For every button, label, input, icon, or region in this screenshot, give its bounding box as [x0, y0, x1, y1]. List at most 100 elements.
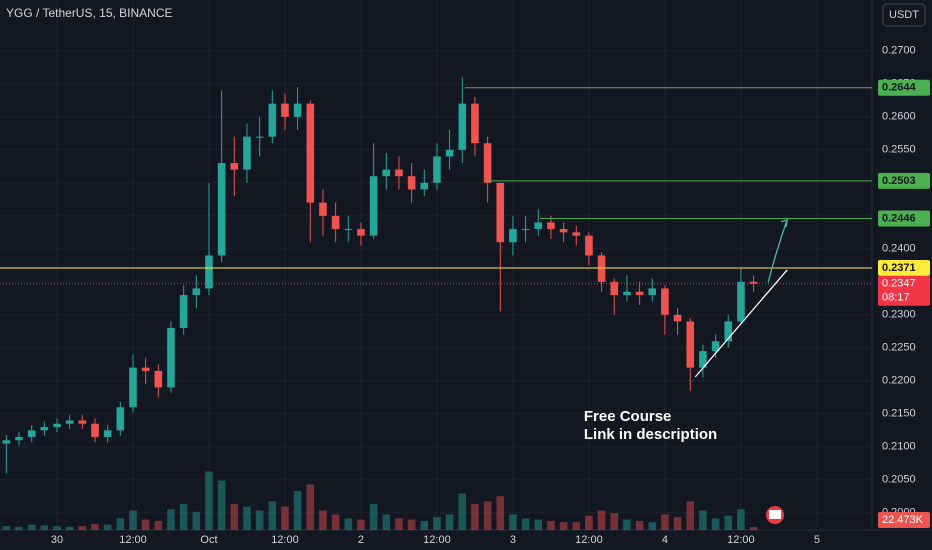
price-label-bg — [878, 259, 930, 276]
y-tick-label: 0.2100 — [882, 441, 916, 453]
volume-bar — [445, 514, 454, 530]
trendline — [694, 269, 788, 378]
candle-body — [382, 169, 391, 177]
volume-bar — [534, 519, 543, 530]
volume-bar — [205, 471, 213, 530]
countdown: 08:17 — [882, 292, 910, 304]
volume-bar — [711, 518, 720, 530]
volume-bar — [78, 526, 87, 530]
volume-bar — [471, 504, 479, 530]
volume-bar — [673, 517, 682, 530]
candle-body — [610, 281, 619, 296]
candle-body — [217, 163, 226, 256]
volume-bar — [585, 515, 593, 530]
candle-body — [395, 169, 403, 177]
volume-bar — [91, 524, 99, 530]
candle-body — [65, 420, 74, 424]
volume-bar — [167, 509, 175, 530]
candle-body — [15, 436, 23, 441]
candle-body — [724, 321, 733, 342]
candle-body — [344, 229, 353, 231]
volume-bar — [344, 518, 353, 530]
candle-body — [699, 351, 707, 368]
volume-bar — [293, 491, 302, 530]
candle-body — [369, 176, 378, 236]
arrow — [767, 219, 788, 283]
volume-bar — [433, 517, 441, 530]
volume-bar — [648, 522, 657, 530]
volume-bar — [521, 518, 530, 530]
y-tick-label: 0.2050 — [882, 474, 916, 486]
candle-body — [509, 229, 517, 243]
candles — [2, 77, 758, 474]
x-tick-label: 4 — [662, 534, 668, 546]
x-tick-label: 12:00 — [727, 534, 755, 546]
volume-bar — [699, 510, 707, 530]
candle-body — [407, 176, 416, 190]
volume-bar — [357, 519, 365, 530]
candle-body — [230, 163, 239, 170]
candle-body — [673, 314, 682, 322]
flag-icon — [769, 510, 781, 519]
candle-body — [129, 367, 137, 408]
candle-body — [648, 288, 657, 296]
y-tick-label: 0.2600 — [882, 111, 916, 123]
price-label-bg — [878, 210, 930, 227]
y-tick-label: 0.2150 — [882, 408, 916, 420]
volume-bar — [597, 510, 606, 530]
y-tick-label: 0.2300 — [882, 309, 916, 321]
candle-body — [78, 420, 87, 424]
candle-body — [471, 103, 479, 144]
currency[interactable]: USDT — [889, 9, 919, 21]
volume-bar — [496, 496, 505, 530]
candle-body — [53, 423, 61, 428]
candle-body — [635, 291, 644, 296]
volume-bar — [724, 515, 733, 530]
candle-body — [737, 281, 745, 322]
volume-bar — [749, 527, 758, 530]
candle-body — [281, 103, 289, 117]
candle-body — [192, 288, 201, 296]
volume-bar — [509, 514, 517, 530]
y-tick-label: 0.2250 — [882, 342, 916, 354]
x-tick-label: 5 — [814, 534, 820, 546]
candle-body — [458, 103, 467, 150]
annotation: Free Course — [584, 408, 672, 425]
candle-body — [572, 232, 581, 236]
candle-body — [306, 103, 315, 203]
candle-body — [255, 136, 264, 138]
candle-body — [433, 156, 441, 183]
annotation: Link in description — [584, 426, 717, 443]
y-tick-label: 0.2200 — [882, 375, 916, 387]
candle-body — [420, 182, 429, 190]
volume-bar — [686, 501, 695, 530]
price-label: 0.2446 — [882, 212, 916, 224]
volume-bar — [407, 519, 416, 530]
candle-body — [293, 103, 302, 117]
volume-bar — [572, 522, 581, 530]
candle-body — [27, 430, 36, 437]
candle-body — [496, 182, 505, 243]
volume-bar — [268, 501, 277, 530]
candle-body — [268, 103, 277, 137]
volume-bar — [559, 522, 568, 530]
x-tick-label: 2 — [358, 534, 364, 546]
volume-bar — [217, 480, 226, 530]
volume-bar — [65, 526, 74, 530]
currency-button[interactable] — [882, 3, 926, 27]
x-tick-label: Oct — [200, 534, 217, 546]
volume-bar — [141, 519, 150, 530]
volume-bar — [40, 525, 49, 530]
volume-bar — [306, 484, 315, 530]
candle-body — [167, 328, 175, 388]
y-tick-label: 0.2400 — [882, 243, 916, 255]
candle-body — [2, 440, 11, 444]
x-tick-label: 30 — [51, 534, 63, 546]
candle-body — [116, 407, 125, 431]
candle-body — [547, 222, 555, 230]
volume-bar — [129, 510, 137, 530]
x-tick-label: 12:00 — [575, 534, 603, 546]
x-tick-label: 12:00 — [271, 534, 299, 546]
x-tick-label: 3 — [510, 534, 516, 546]
